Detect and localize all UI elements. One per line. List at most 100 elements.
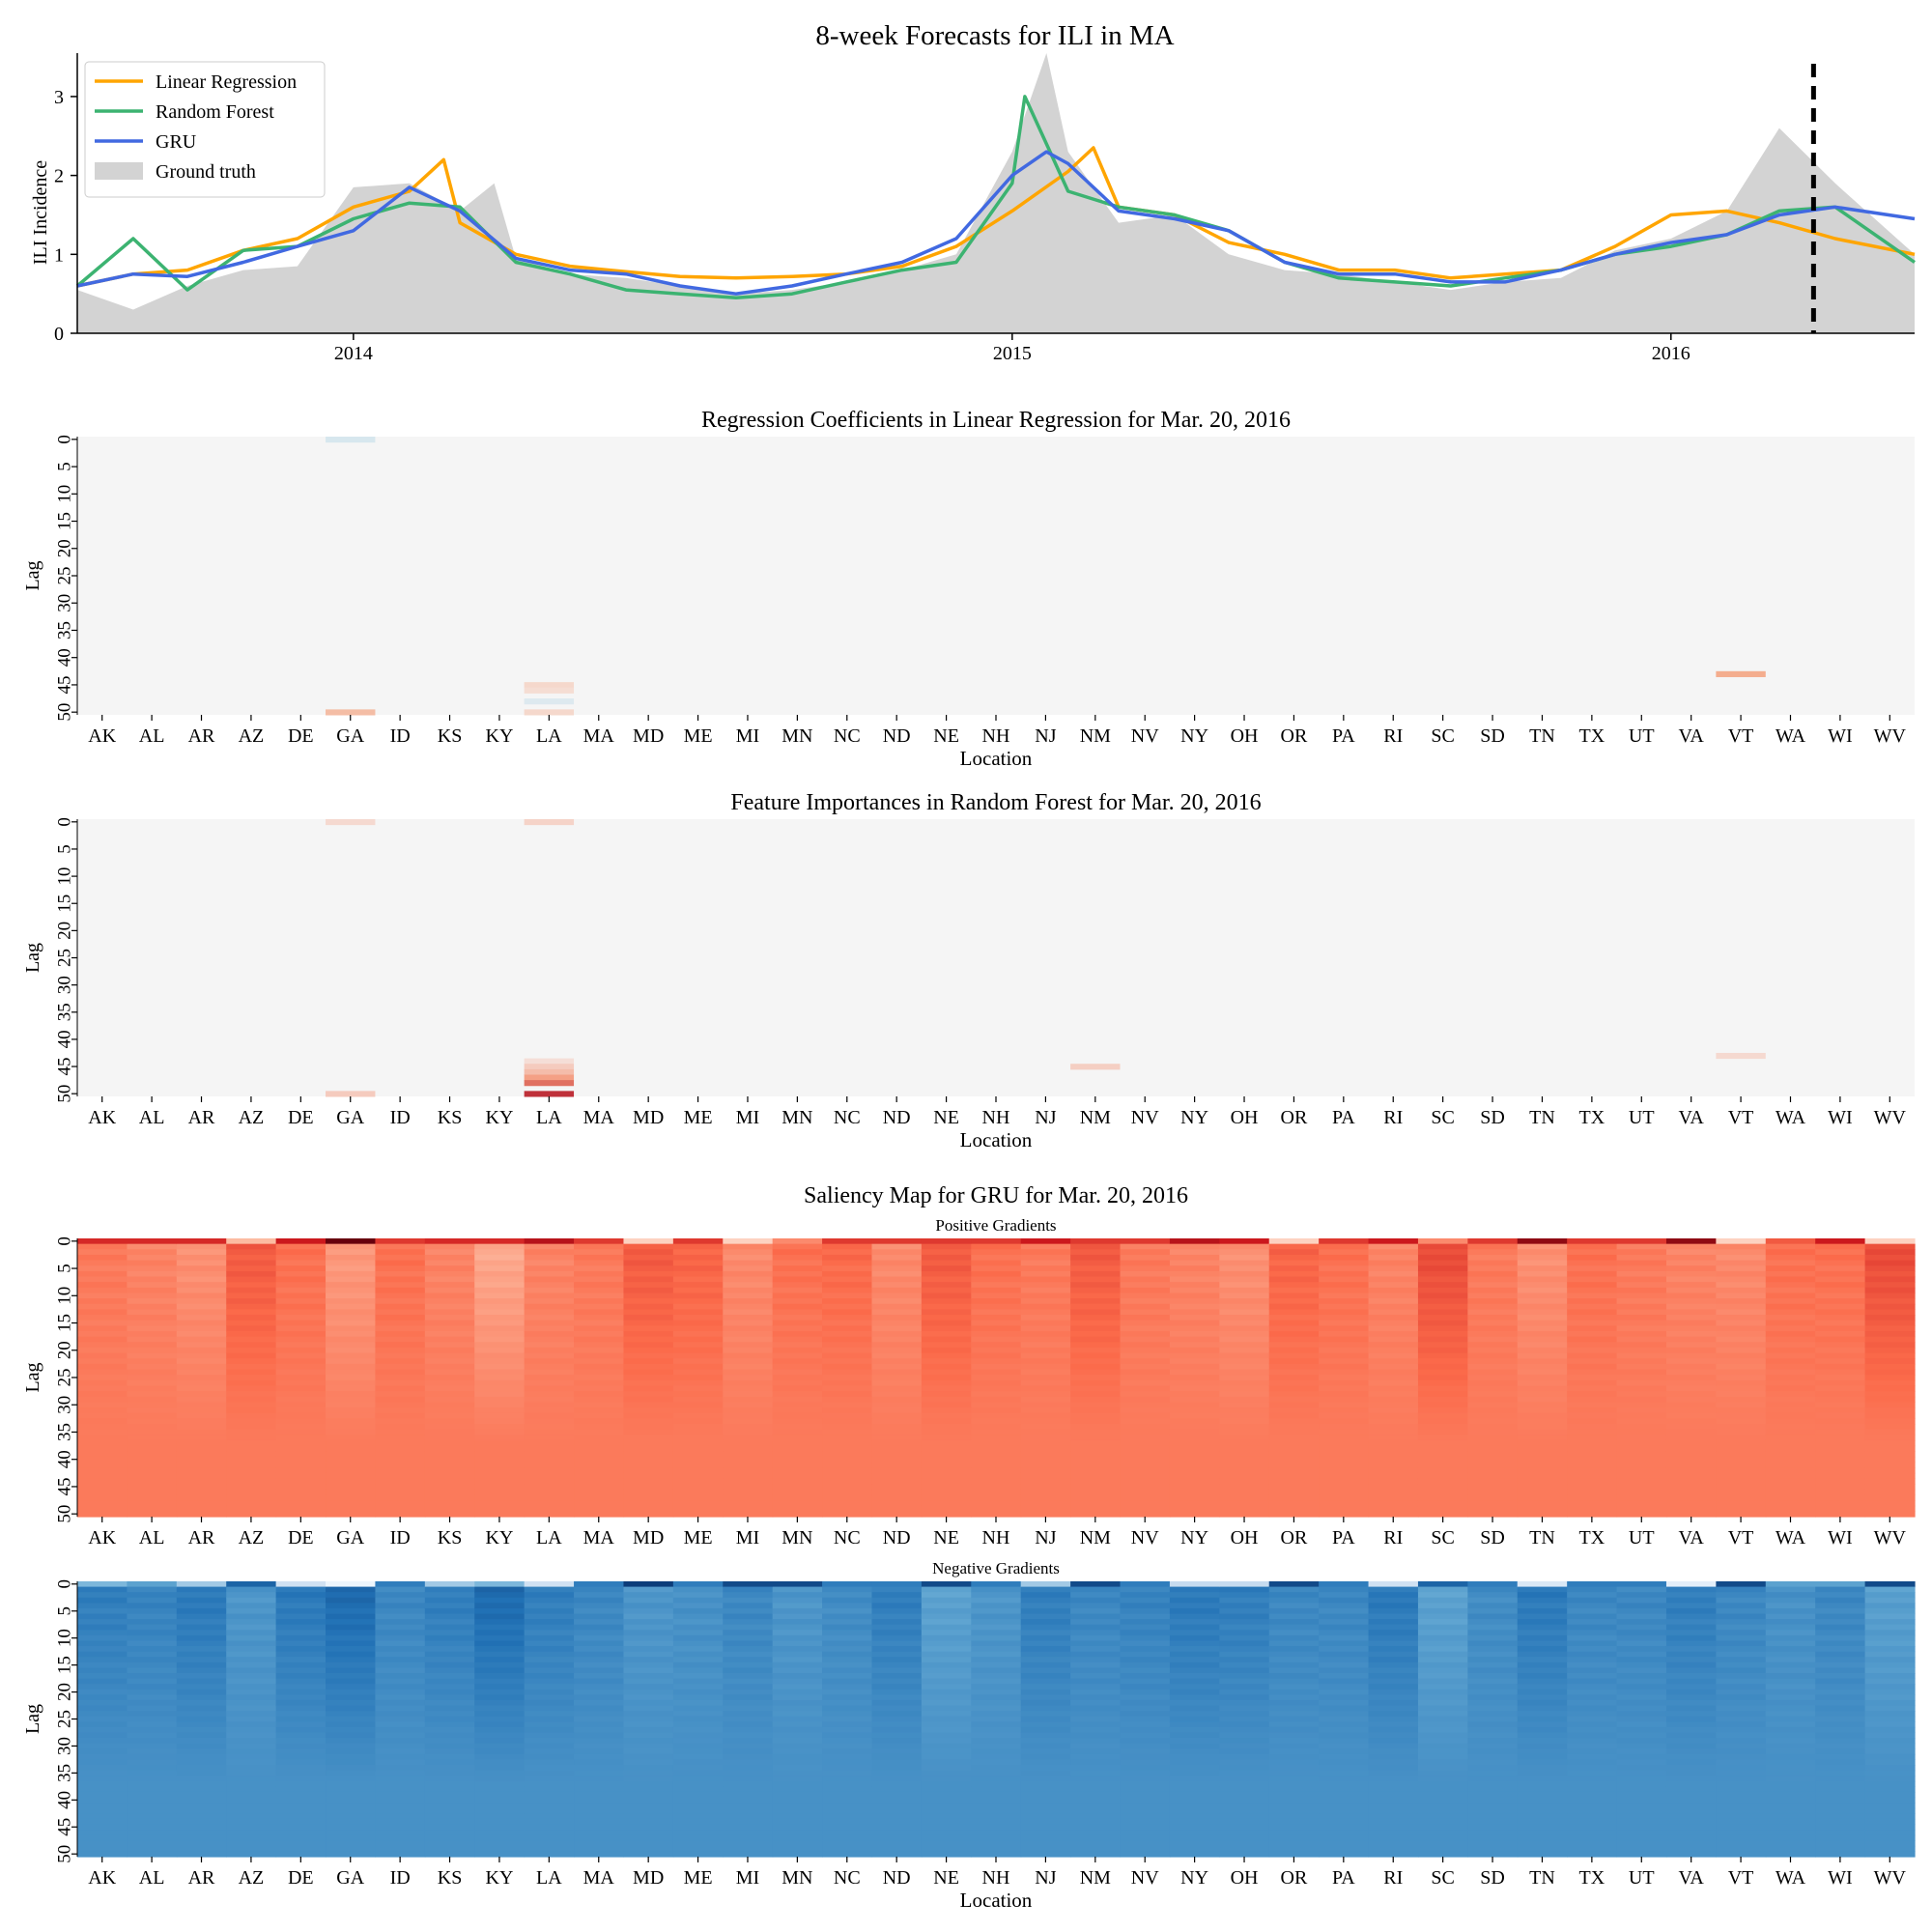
heatmap-cell (176, 1298, 227, 1305)
heatmap-cell (723, 1613, 774, 1620)
heatmap-cell (275, 1657, 327, 1663)
heatmap-cell (921, 1603, 972, 1609)
heatmap-cell (1517, 1363, 1568, 1371)
heatmap-cell (921, 1511, 972, 1518)
forecast-chart-title: 8-week Forecasts for ILI in MA (815, 20, 1174, 51)
heatmap-cell (424, 1607, 475, 1615)
heatmap-cell (424, 1276, 475, 1283)
heatmap-cell (1070, 1064, 1121, 1070)
heatmap-cell (1864, 1694, 1916, 1701)
heatmap-cell (127, 1705, 178, 1712)
legend-box (84, 61, 326, 198)
heatmap-cell (375, 1597, 426, 1604)
heatmap-cell (127, 1830, 178, 1836)
heatmap-cell (1020, 1759, 1071, 1766)
heatmap-cell (226, 1759, 277, 1766)
heatmap-cell (971, 1402, 1022, 1408)
heatmap-cell (326, 1716, 377, 1722)
heatmap-cell (326, 1803, 377, 1809)
heatmap-cell (723, 1270, 774, 1278)
heatmap-cell (871, 1260, 923, 1266)
heatmap-cell (1517, 1375, 1568, 1381)
heatmap-cell (524, 1797, 575, 1804)
x-tick-label: KY (486, 725, 514, 747)
heatmap-cell (1169, 1385, 1220, 1392)
heatmap-cell (1815, 1424, 1866, 1431)
heatmap-cell (1169, 1840, 1220, 1847)
heatmap-cell (176, 1489, 227, 1496)
heatmap-cell (524, 1276, 575, 1283)
heatmap-cell (1467, 1238, 1519, 1245)
heatmap-cell (326, 1759, 377, 1766)
heatmap-cell (1567, 1331, 1618, 1338)
heatmap-cell (1417, 1439, 1468, 1447)
x-tick-label: AZ (239, 1867, 265, 1889)
heatmap-cell (275, 1456, 327, 1463)
heatmap-cell (723, 1646, 774, 1653)
heatmap-cell (723, 1505, 774, 1512)
heatmap-cell (1467, 1358, 1519, 1365)
heatmap-cell (1169, 1716, 1220, 1722)
heatmap-cell (1665, 1640, 1717, 1647)
heatmap-cell (1665, 1270, 1717, 1278)
heatmap-cell (1815, 1813, 1866, 1820)
heatmap-cell (275, 1759, 327, 1766)
heatmap-cell (1665, 1818, 1717, 1826)
heatmap-cell (723, 1407, 774, 1414)
heatmap-cell (375, 1500, 426, 1507)
heatmap-cell (971, 1429, 1022, 1435)
heatmap-cell (1368, 1705, 1419, 1712)
heatmap-cell (1219, 1282, 1270, 1289)
heatmap-cell (275, 1325, 327, 1332)
heatmap-cell (1716, 1684, 1767, 1690)
heatmap-cell (1120, 1445, 1171, 1452)
y-tick-label: 3 (54, 87, 64, 108)
heatmap-cell (474, 1391, 526, 1398)
heatmap-cell (226, 1818, 277, 1826)
heatmap-cell (176, 1385, 227, 1392)
heatmap-cell (1864, 1780, 1916, 1787)
heatmap-cell (1864, 1379, 1916, 1387)
heatmap-cell (1368, 1770, 1419, 1776)
heatmap-cell (1020, 1451, 1071, 1458)
heatmap-cell (524, 1407, 575, 1414)
legend-label: Linear Regression (156, 71, 297, 93)
heatmap-cell (77, 1753, 128, 1761)
heatmap-cell (623, 1511, 674, 1518)
heatmap-cell (524, 1694, 575, 1701)
heatmap-cell (921, 1673, 972, 1680)
heatmap-cell (1070, 1753, 1122, 1761)
heatmap-cell (672, 1834, 724, 1841)
heatmap-cell (871, 1581, 923, 1588)
heatmap-cell (1120, 1412, 1171, 1419)
heatmap-cell (1219, 1352, 1270, 1359)
heatmap-cell (77, 1684, 128, 1690)
heatmap-cell (772, 1607, 823, 1615)
heatmap-cell (1815, 1254, 1866, 1262)
heatmap-cell (1616, 1840, 1667, 1847)
heatmap-cell (871, 1705, 923, 1712)
heatmap-cell (1219, 1738, 1270, 1745)
heatmap-cell (1467, 1684, 1519, 1690)
heatmap-cell (723, 1619, 774, 1626)
heatmap-cell (1368, 1500, 1419, 1507)
heatmap-cell (772, 1603, 823, 1609)
heatmap-cell (474, 1770, 526, 1776)
heatmap-cell (275, 1624, 327, 1631)
heatmap-cell (1517, 1607, 1568, 1615)
heatmap-cell (871, 1243, 923, 1250)
heatmap-cell (326, 1298, 377, 1305)
heatmap-cell (1020, 1315, 1071, 1321)
heatmap-cell (275, 1293, 327, 1299)
heatmap-cell (871, 1298, 923, 1305)
heatmap-cell (1268, 1840, 1320, 1847)
heatmap-cell (1319, 1456, 1370, 1463)
heatmap-cell (971, 1439, 1022, 1447)
heatmap-cell (524, 1080, 575, 1087)
heatmap-cell (1665, 1684, 1717, 1690)
heatmap-cell (1219, 1711, 1270, 1718)
x-tick-label: TX (1579, 725, 1605, 747)
heatmap-cell (127, 1603, 178, 1609)
heatmap-cell (1417, 1445, 1468, 1452)
heatmap-cell (623, 1347, 674, 1354)
